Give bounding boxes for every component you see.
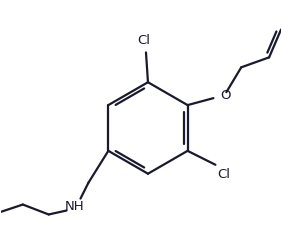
Text: O: O	[221, 89, 231, 102]
Text: Cl: Cl	[137, 34, 150, 47]
Text: NH: NH	[65, 200, 84, 213]
Text: Cl: Cl	[217, 168, 230, 181]
